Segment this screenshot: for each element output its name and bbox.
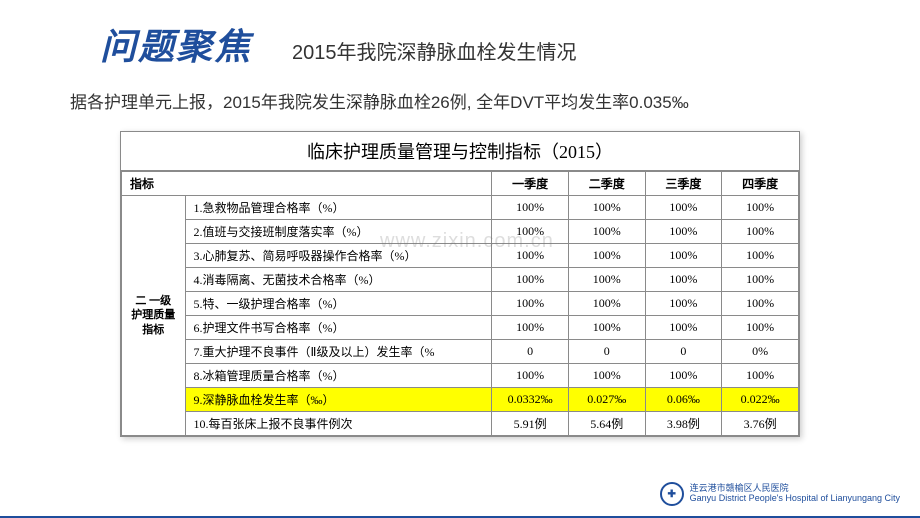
table-row: 9.深静脉血栓发生率（‰）0.0332‰0.027‰0.06‰0.022‰	[122, 388, 799, 412]
col-q3: 三季度	[645, 172, 722, 196]
intro-text: 据各护理单元上报，2015年我院发生深静脉血栓26例, 全年DVT平均发生率0.…	[0, 70, 920, 123]
value-cell: 0.0332‰	[492, 388, 569, 412]
table-row: 10.每百张床上报不良事件例次5.91例5.64例3.98例3.76例	[122, 412, 799, 436]
value-cell: 100%	[722, 316, 799, 340]
value-cell: 100%	[568, 244, 645, 268]
table-row: 4.消毒隔离、无菌技术合格率（%）100%100%100%100%	[122, 268, 799, 292]
value-cell: 100%	[722, 364, 799, 388]
value-cell: 3.76例	[722, 412, 799, 436]
indicator-cell: 2.值班与交接班制度落实率（%）	[185, 220, 492, 244]
value-cell: 100%	[645, 316, 722, 340]
value-cell: 100%	[645, 364, 722, 388]
table-body: 二 一级护理质量指标1.急救物品管理合格率（%）100%100%100%100%…	[122, 196, 799, 436]
indicator-cell: 3.心肺复苏、简易呼吸器操作合格率（%）	[185, 244, 492, 268]
value-cell: 100%	[492, 292, 569, 316]
value-cell: 100%	[645, 268, 722, 292]
indicator-cell: 1.急救物品管理合格率（%）	[185, 196, 492, 220]
table-row: 5.特、一级护理合格率（%）100%100%100%100%	[122, 292, 799, 316]
category-cell: 二 一级护理质量指标	[122, 196, 186, 436]
col-q1: 一季度	[492, 172, 569, 196]
hospital-name: 连云港市赣榆区人民医院 Ganyu District People's Hosp…	[690, 484, 900, 504]
table-row: 6.护理文件书写合格率（%）100%100%100%100%	[122, 316, 799, 340]
hospital-name-en: Ganyu District People's Hospital of Lian…	[690, 494, 900, 504]
indicator-cell: 7.重大护理不良事件（Ⅱ级及以上）发生率（%	[185, 340, 492, 364]
table-row: 8.冰箱管理质量合格率（%）100%100%100%100%	[122, 364, 799, 388]
value-cell: 0.027‰	[568, 388, 645, 412]
quality-table-container: 临床护理质量管理与控制指标（2015） 指标 一季度 二季度 三季度 四季度 二…	[120, 131, 800, 437]
table-row: 2.值班与交接班制度落实率（%）100%100%100%100%	[122, 220, 799, 244]
indicator-cell: 4.消毒隔离、无菌技术合格率（%）	[185, 268, 492, 292]
value-cell: 0	[568, 340, 645, 364]
indicator-cell: 5.特、一级护理合格率（%）	[185, 292, 492, 316]
table-row: 7.重大护理不良事件（Ⅱ级及以上）发生率（%0000%	[122, 340, 799, 364]
value-cell: 100%	[492, 268, 569, 292]
table-header-row: 指标 一季度 二季度 三季度 四季度	[122, 172, 799, 196]
value-cell: 5.64例	[568, 412, 645, 436]
indicator-cell: 8.冰箱管理质量合格率（%）	[185, 364, 492, 388]
value-cell: 100%	[722, 196, 799, 220]
value-cell: 100%	[568, 316, 645, 340]
value-cell: 3.98例	[645, 412, 722, 436]
value-cell: 100%	[722, 292, 799, 316]
value-cell: 100%	[492, 244, 569, 268]
footer-logo: ✚ 连云港市赣榆区人民医院 Ganyu District People's Ho…	[660, 482, 900, 506]
value-cell: 100%	[722, 244, 799, 268]
value-cell: 100%	[568, 268, 645, 292]
value-cell: 0%	[722, 340, 799, 364]
value-cell: 100%	[568, 196, 645, 220]
value-cell: 5.91例	[492, 412, 569, 436]
quality-table: 指标 一季度 二季度 三季度 四季度 二 一级护理质量指标1.急救物品管理合格率…	[121, 171, 799, 436]
indicator-cell: 9.深静脉血栓发生率（‰）	[185, 388, 492, 412]
value-cell: 100%	[492, 316, 569, 340]
value-cell: 0.022‰	[722, 388, 799, 412]
value-cell: 100%	[568, 364, 645, 388]
value-cell: 100%	[568, 220, 645, 244]
indicator-cell: 6.护理文件书写合格率（%）	[185, 316, 492, 340]
value-cell: 100%	[722, 220, 799, 244]
value-cell: 100%	[645, 196, 722, 220]
value-cell: 100%	[645, 244, 722, 268]
focus-title: 问题聚焦	[100, 18, 252, 70]
col-indicator: 指标	[122, 172, 492, 196]
value-cell: 100%	[645, 292, 722, 316]
value-cell: 0	[645, 340, 722, 364]
value-cell: 100%	[492, 364, 569, 388]
indicator-cell: 10.每百张床上报不良事件例次	[185, 412, 492, 436]
slide-subtitle: 2015年我院深静脉血栓发生情况	[292, 36, 577, 65]
col-q4: 四季度	[722, 172, 799, 196]
value-cell: 100%	[492, 196, 569, 220]
slide-header: 问题聚焦 2015年我院深静脉血栓发生情况	[0, 0, 920, 70]
value-cell: 100%	[722, 268, 799, 292]
table-row: 二 一级护理质量指标1.急救物品管理合格率（%）100%100%100%100%	[122, 196, 799, 220]
value-cell: 100%	[645, 220, 722, 244]
value-cell: 0	[492, 340, 569, 364]
table-row: 3.心肺复苏、简易呼吸器操作合格率（%）100%100%100%100%	[122, 244, 799, 268]
col-q2: 二季度	[568, 172, 645, 196]
value-cell: 100%	[492, 220, 569, 244]
hospital-logo-icon: ✚	[660, 482, 684, 506]
value-cell: 0.06‰	[645, 388, 722, 412]
value-cell: 100%	[568, 292, 645, 316]
table-title: 临床护理质量管理与控制指标（2015）	[121, 132, 799, 171]
